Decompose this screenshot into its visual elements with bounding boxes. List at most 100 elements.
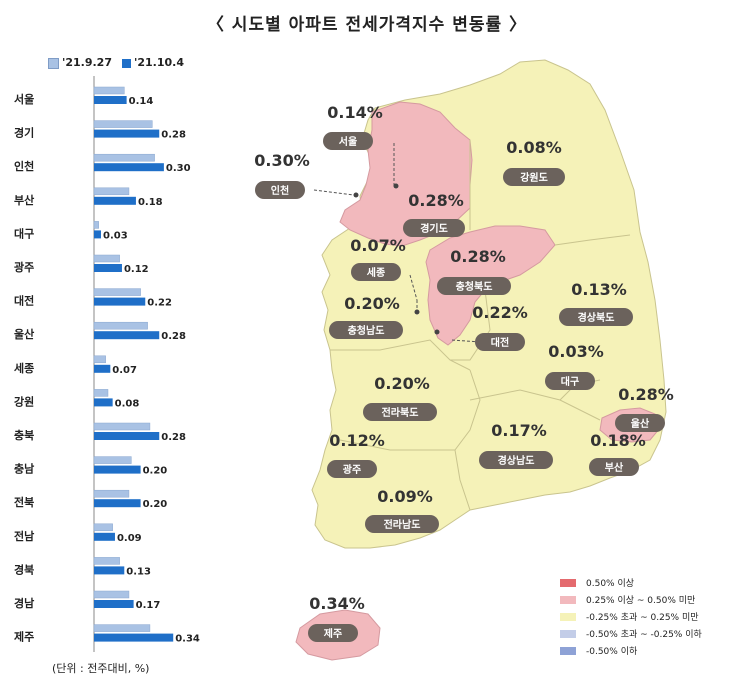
region-value: 0.22% — [472, 303, 528, 322]
bar-value-label: 0.20 — [143, 466, 168, 477]
region-label-pill — [363, 403, 437, 421]
region-name: 충청북도 — [456, 280, 493, 293]
region-label-pill — [323, 132, 373, 150]
map-legend-item: -0.25% 초과 ~ 0.25% 미만 — [560, 608, 702, 625]
bar-value-label: 0.09 — [117, 533, 142, 544]
bar-prev — [93, 624, 151, 632]
region-label-pill — [479, 451, 553, 469]
bar-value-label: 0.20 — [143, 499, 168, 510]
category-label: 부산 — [14, 193, 34, 207]
region-value: 0.08% — [506, 138, 562, 157]
bar-curr — [94, 499, 141, 508]
map-legend-swatch — [560, 629, 576, 638]
region-name: 대전 — [491, 336, 509, 349]
unit-note: (단위 : 전주대비, %) — [52, 662, 150, 675]
category-label: 경기 — [14, 126, 34, 140]
bar-value-label: 0.13 — [126, 566, 151, 577]
map-legend-label: -0.50% 이하 — [586, 647, 638, 657]
map-legend: 0.50% 이상 0.25% 이상 ~ 0.50% 미만 -0.25% 초과 ~ 0… — [560, 574, 702, 659]
category-label: 울산 — [14, 327, 34, 341]
bar-value-label: 0.14 — [129, 96, 154, 107]
leader-dot — [434, 329, 440, 335]
map-legend-item: -0.50% 이하 — [560, 642, 702, 659]
bar-prev — [93, 590, 130, 599]
region-name: 부산 — [605, 461, 624, 474]
region-name: 전라남도 — [384, 518, 421, 531]
category-label: 제주 — [14, 630, 34, 644]
map-legend-swatch — [560, 646, 576, 655]
region-value: 0.13% — [571, 280, 627, 299]
region-name: 인천 — [271, 184, 289, 197]
chart-title: 〈 시도별 아파트 전세가격지수 변동률 〉 — [206, 15, 528, 35]
category-label: 전북 — [14, 495, 34, 509]
bar-value-label: 0.28 — [161, 432, 186, 443]
region-value: 0.28% — [618, 385, 674, 404]
region-label-pill — [327, 460, 377, 478]
map-legend-swatch — [560, 612, 576, 621]
category-label: 서울 — [14, 92, 34, 106]
map-legend-label: 0.50% 이상 — [586, 579, 635, 589]
region-label-pill — [589, 458, 639, 476]
region-label-pill — [615, 414, 665, 432]
region-label-pill — [329, 321, 403, 339]
category-label: 전남 — [14, 529, 34, 543]
region-value: 0.03% — [548, 342, 604, 361]
region-label-pill — [545, 372, 595, 390]
region-name: 충청남도 — [348, 324, 385, 337]
region-value: 0.28% — [450, 247, 506, 266]
bar-prev — [93, 187, 130, 196]
leader-dot — [414, 309, 420, 315]
category-label: 대구 — [14, 226, 34, 240]
bar-prev — [93, 254, 120, 263]
bar-value-label: 0.12 — [124, 264, 149, 275]
category-label: 경북 — [14, 562, 34, 576]
bar-curr — [94, 96, 127, 104]
bar-curr — [94, 600, 134, 608]
bar-curr — [94, 532, 115, 541]
bar-curr — [94, 566, 125, 575]
region-label-pill — [255, 181, 305, 199]
map-region-incheon-gyeonggi-seoul — [339, 101, 473, 247]
region-name: 세종 — [367, 266, 385, 279]
region-label-pill — [351, 263, 401, 281]
bar-prev — [93, 456, 132, 464]
region-label-pill — [503, 168, 565, 186]
region-value: 0.12% — [329, 431, 385, 450]
region-value: 0.17% — [491, 421, 547, 440]
region-value: 0.20% — [374, 374, 430, 393]
map-legend-item: -0.50% 초과 ~ -0.25% 이하 — [560, 625, 702, 642]
region-value: 0.18% — [590, 431, 646, 450]
bar-curr — [94, 196, 136, 205]
legend-item-prev: '21.9.27 — [48, 56, 112, 69]
region-value: 0.34% — [309, 594, 365, 613]
leader-dot — [353, 192, 359, 198]
region-name: 전라북도 — [382, 406, 419, 419]
legend-swatch-prev — [48, 57, 59, 69]
bar-prev — [93, 288, 141, 296]
region-value: 0.30% — [254, 151, 310, 170]
region-name: 제주 — [324, 627, 342, 640]
bar-prev — [93, 153, 155, 162]
bar-curr — [94, 364, 111, 373]
bar-value-label: 0.28 — [161, 130, 186, 141]
region-value: 0.28% — [408, 191, 464, 210]
category-label: 광주 — [14, 261, 34, 274]
legend-label-curr: '21.10.4 — [134, 56, 184, 69]
bar-curr — [94, 163, 164, 172]
category-label: 경남 — [14, 596, 34, 610]
bar-value-label: 0.08 — [115, 398, 140, 409]
map-legend-swatch — [560, 578, 576, 587]
region-name: 대구 — [561, 375, 579, 388]
bar-curr — [94, 264, 122, 272]
region-value: 0.14% — [327, 103, 383, 122]
bar-curr — [94, 297, 146, 306]
region-name: 강원도 — [520, 171, 548, 184]
region-label-pill — [475, 333, 525, 351]
category-label: 세종 — [14, 361, 34, 375]
leader-line — [409, 274, 418, 301]
legend-item-curr: '21.10.4 — [122, 56, 184, 69]
category-label: 강원 — [14, 394, 34, 408]
region-value: 0.20% — [344, 294, 400, 313]
bar-prev — [93, 389, 109, 397]
